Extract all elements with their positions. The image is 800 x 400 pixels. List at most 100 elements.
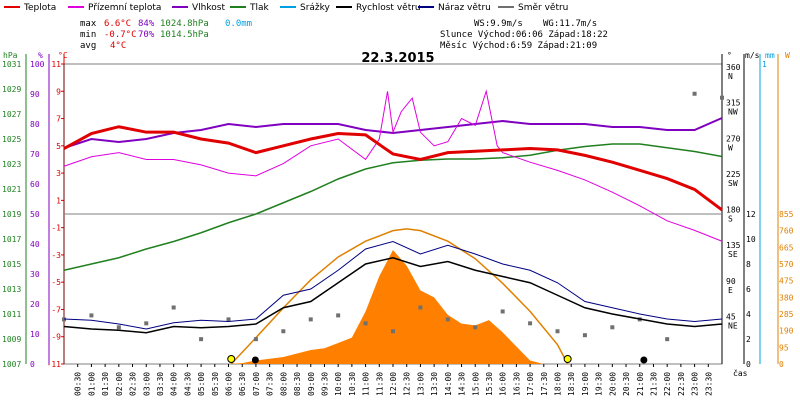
time-tick-label: 13:00: [416, 372, 425, 396]
time-tick-label: 05:30: [211, 372, 220, 396]
direction-tick: 90: [726, 277, 736, 286]
wind-direction-point: [692, 91, 697, 96]
unit-dir: °: [727, 51, 732, 60]
solar-tick: 190: [779, 327, 794, 336]
sunset-marker: [563, 355, 572, 363]
time-tick-label: 18:30: [567, 372, 576, 396]
solar-tick: 380: [779, 293, 794, 302]
solar-tick: 855: [779, 210, 794, 219]
time-tick-label: 15:30: [485, 372, 494, 396]
stat-avg-label: avg: [80, 41, 96, 51]
wind-direction-point: [500, 309, 505, 314]
pressure-tick: 1011: [2, 310, 21, 319]
time-tick-label: 07:30: [266, 372, 275, 396]
wind-tick: 10: [746, 235, 756, 244]
stat-wg: WG:11.7m/s: [543, 19, 597, 29]
series-wind-speed: [63, 256, 723, 334]
wind-direction-point: [720, 95, 724, 100]
stat-moon: Měsíc Východ:6:59 Západ:21:09: [440, 41, 597, 51]
unit-pct: %: [38, 51, 43, 60]
direction-tick: 315: [726, 99, 741, 108]
wind-direction-point: [665, 337, 670, 342]
wind-direction-point: [308, 317, 313, 322]
humidity-tick: 10: [30, 330, 40, 339]
time-tick-label: 22:30: [677, 372, 686, 396]
time-tick-label: 16:00: [499, 372, 508, 396]
direction-name: N: [728, 72, 733, 81]
time-tick-label: 23:00: [691, 372, 700, 396]
series-pressure: [63, 143, 723, 271]
time-tick-label: 02:00: [115, 372, 124, 396]
temp-tick: -7: [51, 305, 61, 314]
direction-name: S: [728, 215, 733, 224]
time-tick-label: 09:00: [307, 372, 316, 396]
series-ground-temp: [63, 89, 723, 242]
time-tick-label: 04:00: [170, 372, 179, 396]
direction-tick: 45: [726, 312, 736, 321]
temp-tick: 1: [56, 196, 61, 205]
pressure-tick: 1029: [2, 85, 21, 94]
humidity-tick: 90: [30, 90, 40, 99]
temp-tick: -3: [51, 251, 61, 260]
series-wind-gust: [63, 240, 723, 330]
pressure-tick: 1027: [2, 110, 21, 119]
time-tick-label: 15:00: [471, 372, 480, 396]
pressure-tick: 1021: [2, 185, 21, 194]
legend-label-5: Rychlost větru: [356, 3, 421, 13]
time-tick-label: 12:30: [403, 372, 412, 396]
time-tick-label: 07:00: [252, 372, 261, 396]
time-tick-label: 03:30: [156, 372, 165, 396]
series-theoretical-solar: [230, 228, 569, 365]
left-axes: 1031102910271025102310211019101710151013…: [2, 54, 65, 369]
stat-min-label: min: [80, 30, 96, 40]
pressure-tick: 1025: [2, 135, 21, 144]
wind-direction-point: [582, 333, 587, 338]
wind-direction-point: [418, 305, 423, 310]
humidity-tick: 20: [30, 300, 40, 309]
time-tick-label: 14:30: [458, 372, 467, 396]
pressure-tick: 1017: [2, 235, 21, 244]
time-tick-label: 17:30: [540, 372, 549, 396]
humidity-tick: 30: [30, 270, 40, 279]
wind-direction-point: [363, 321, 368, 326]
wind-direction-point: [89, 313, 94, 318]
wind-direction-point: [226, 317, 231, 322]
temp-tick: -11: [47, 360, 62, 369]
stat-max-press: 1024.8hPa: [160, 19, 209, 29]
time-tick-label: 06:30: [238, 372, 247, 396]
stat-max-hum: 84%: [138, 19, 155, 29]
time-tick-label: 13:30: [430, 372, 439, 396]
time-tick-label: 20:00: [608, 372, 617, 396]
stat-rain: 0.0mm: [225, 19, 252, 29]
wind-tick: 2: [746, 335, 751, 344]
time-tick-label: 02:30: [129, 372, 138, 396]
humidity-tick: 60: [30, 180, 40, 189]
chart-title: 22.3.2015: [361, 51, 434, 66]
pressure-tick: 1009: [2, 335, 21, 344]
direction-name: SE: [728, 250, 738, 259]
direction-tick: 135: [726, 241, 741, 250]
legend-label-1: Přízemní teplota: [88, 3, 161, 13]
unit-deg: °C: [58, 51, 68, 60]
legend-label-3: Tlak: [249, 3, 270, 13]
wind-direction-point: [199, 337, 204, 342]
wind-tick: 0: [746, 360, 751, 369]
temp-tick: -1: [51, 224, 61, 233]
unit-mm: mm: [765, 51, 775, 60]
wind-tick: 6: [746, 285, 751, 294]
right-axes: 360N315NW270W225SW180S135SE90E45NE121086…: [721, 54, 794, 369]
solar-tick: 0: [779, 360, 784, 369]
time-tick-label: 06:00: [225, 372, 234, 396]
direction-tick: 180: [726, 206, 741, 215]
wind-direction-point: [555, 329, 560, 334]
solar-tick: 570: [779, 260, 794, 269]
wind-tick: 4: [746, 310, 751, 319]
time-tick-label: 17:00: [526, 372, 535, 396]
wind-direction-point: [144, 321, 149, 326]
direction-name: W: [728, 143, 733, 152]
rain-tick: 1: [762, 60, 767, 69]
humidity-tick: 100: [30, 60, 45, 69]
sunrise-marker: [227, 355, 236, 363]
time-tick-label: 12:00: [389, 372, 398, 396]
